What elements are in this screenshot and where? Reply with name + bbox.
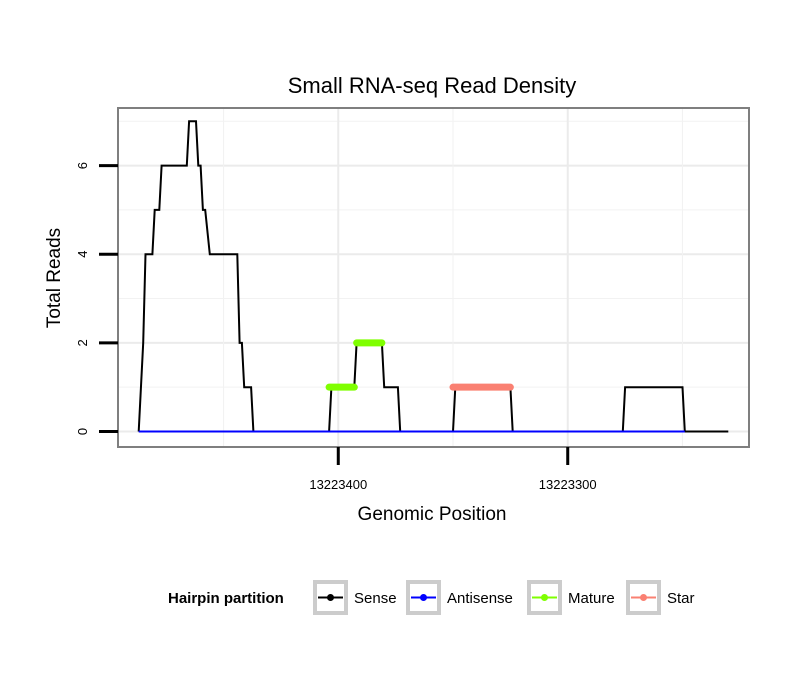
legend-title: Hairpin partition bbox=[168, 590, 284, 607]
legend-key-point bbox=[420, 594, 427, 601]
y-axis-label: Total Reads bbox=[44, 228, 65, 328]
y-axis: 0 2 4 6 bbox=[75, 162, 118, 435]
legend-item-antisense: Antisense bbox=[406, 580, 513, 615]
legend-label: Antisense bbox=[447, 590, 513, 607]
series-layer bbox=[137, 120, 729, 433]
plot-panel bbox=[118, 108, 749, 447]
legend-item-mature: Mature bbox=[527, 580, 615, 615]
y-tick-label: 2 bbox=[75, 339, 90, 346]
legend-key-point bbox=[327, 594, 334, 601]
legend-label: Mature bbox=[568, 590, 615, 607]
y-tick-label: 6 bbox=[75, 162, 90, 169]
x-axis: 13223400 13223300 bbox=[309, 447, 597, 492]
y-tick-label: 0 bbox=[75, 428, 90, 435]
x-tick-label: 13223300 bbox=[539, 477, 597, 492]
legend: Hairpin partition Sense Antisense Mature St… bbox=[168, 580, 695, 615]
x-axis-label: Genomic Position bbox=[358, 504, 507, 525]
legend-key-point bbox=[640, 594, 647, 601]
legend-label: Sense bbox=[354, 590, 397, 607]
y-tick-label: 4 bbox=[75, 251, 90, 258]
legend-item-sense: Sense bbox=[313, 580, 397, 615]
x-tick-label: 13223400 bbox=[309, 477, 367, 492]
legend-item-star: Star bbox=[626, 580, 695, 615]
chart-title: Small RNA-seq Read Density bbox=[288, 73, 577, 98]
plot-border bbox=[117, 107, 750, 448]
legend-key-point bbox=[541, 594, 548, 601]
legend-label: Star bbox=[667, 590, 695, 607]
